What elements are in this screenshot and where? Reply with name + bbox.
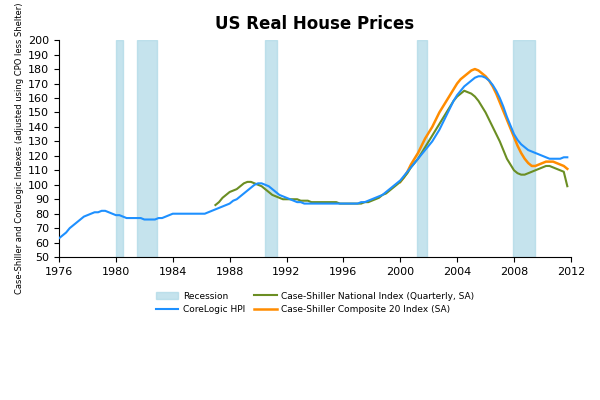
Bar <box>116 40 123 257</box>
Y-axis label: Case-Shiller and CoreLogic Indexes (adjusted using CPO less Shelter): Case-Shiller and CoreLogic Indexes (adju… <box>15 3 24 294</box>
Bar <box>512 40 535 257</box>
Title: US Real House Prices: US Real House Prices <box>215 15 415 33</box>
Legend: Recession, CoreLogic HPI, Case-Shiller National Index (Quarterly, SA), Case-Shil: Recession, CoreLogic HPI, Case-Shiller N… <box>152 288 478 318</box>
Bar <box>265 40 277 257</box>
Bar <box>418 40 427 257</box>
Bar <box>137 40 157 257</box>
